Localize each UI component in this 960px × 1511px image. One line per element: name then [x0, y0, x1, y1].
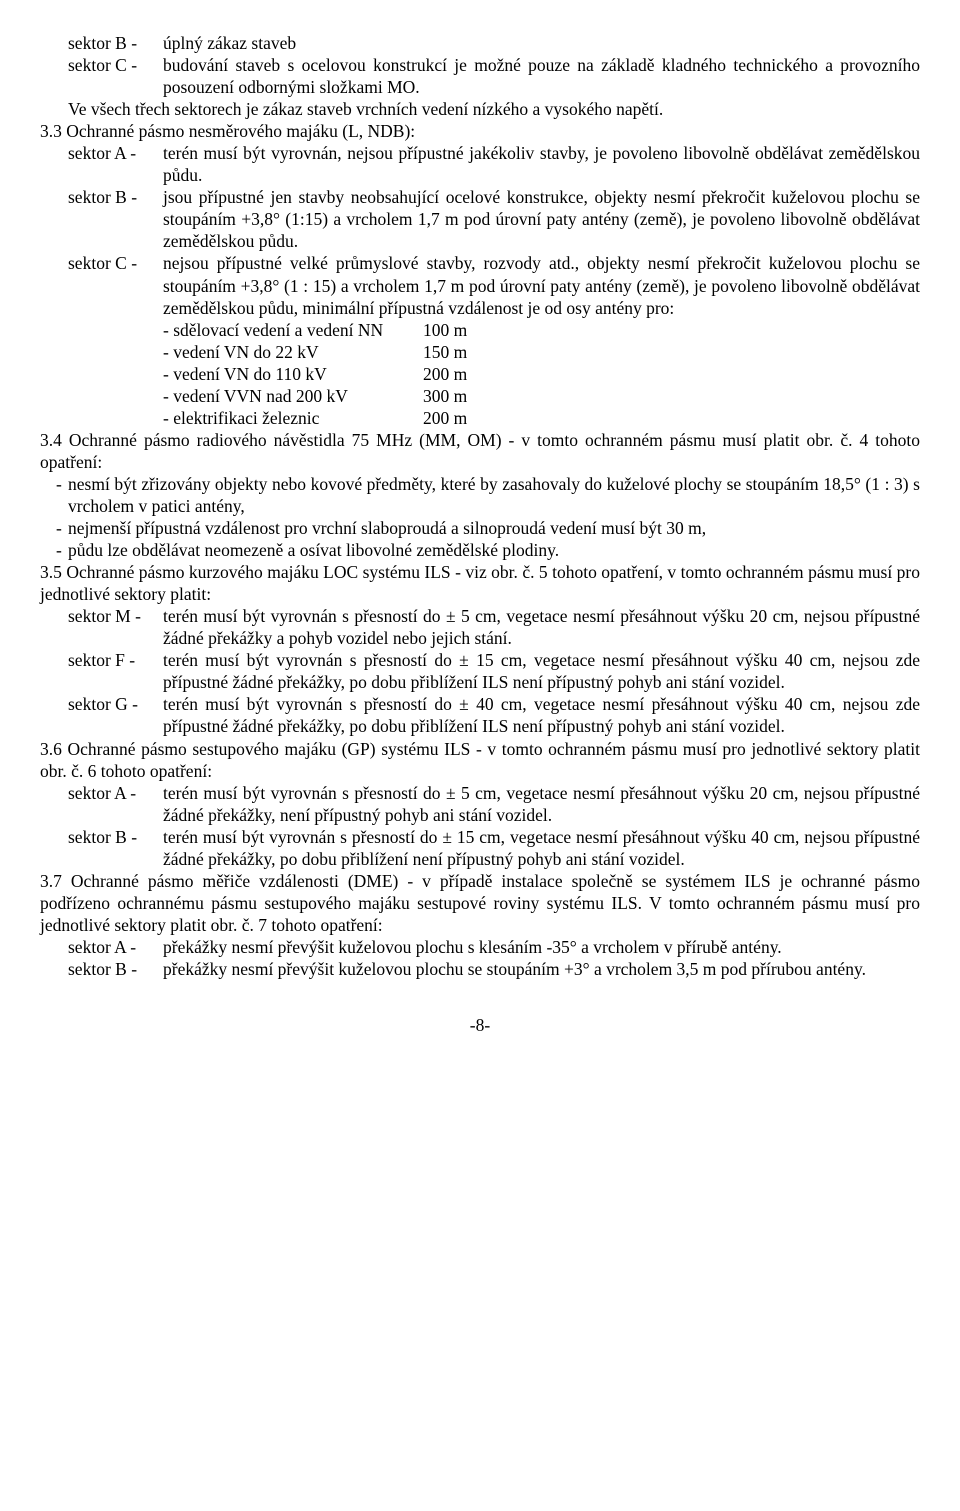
sector-body: terén musí být vyrovnán s přesností do ±…: [163, 649, 920, 693]
sector-b-top: sektor B - úplný zákaz staveb: [40, 32, 920, 54]
distance-item: - sdělovací vedení a vedení NN100 m: [163, 319, 920, 341]
distance-item: - elektrifikaci železnic200 m: [163, 407, 920, 429]
sector-label: sektor B -: [68, 186, 163, 252]
dash-icon: -: [56, 517, 68, 539]
sec-34-head: 3.4 Ochranné pásmo radiového návěstidla …: [40, 429, 920, 473]
sec-37-b: sektor B - překážky nesmí převýšit kužel…: [40, 958, 920, 980]
sector-body: budování staveb s ocelovou konstrukcí je…: [163, 54, 920, 98]
dash-icon: -: [56, 473, 68, 517]
distance-label: - elektrifikaci železnic: [163, 407, 423, 429]
sec-36-a: sektor A - terén musí být vyrovnán s pře…: [40, 782, 920, 826]
distance-label: - vedení VVN nad 200 kV: [163, 385, 423, 407]
sec-33-b: sektor B - jsou přípustné jen stavby neo…: [40, 186, 920, 252]
sec-36-head: 3.6 Ochranné pásmo sestupového majáku (G…: [40, 738, 920, 782]
sec-35-m: sektor M - terén musí být vyrovnán s pře…: [40, 605, 920, 649]
sec-33-a: sektor A - terén musí být vyrovnán, nejs…: [40, 142, 920, 186]
dash-icon: -: [56, 539, 68, 561]
distance-item: - vedení VVN nad 200 kV300 m: [163, 385, 920, 407]
sector-body: terén musí být vyrovnán, nejsou přípustn…: [163, 142, 920, 186]
sector-label: sektor M -: [68, 605, 163, 649]
sec-35-g: sektor G - terén musí být vyrovnán s pře…: [40, 693, 920, 737]
page-number: -8-: [40, 1014, 920, 1036]
distance-value: 150 m: [423, 341, 493, 363]
sector-label: sektor A -: [68, 936, 163, 958]
distance-item: - vedení VN do 110 kV200 m: [163, 363, 920, 385]
bullet-item: -půdu lze obdělávat neomezeně a osívat l…: [56, 539, 920, 561]
distance-value: 300 m: [423, 385, 493, 407]
distance-label: - sdělovací vedení a vedení NN: [163, 319, 423, 341]
sentence-ve-vsech: Ve všech třech sektorech je zákaz staveb…: [40, 98, 920, 120]
bullet-text: nejmenší přípustná vzdálenost pro vrchní…: [68, 517, 920, 539]
sector-label: sektor B -: [68, 826, 163, 870]
sector-label: sektor A -: [68, 782, 163, 826]
sector-text: nejsou přípustné velké průmyslové stavby…: [163, 253, 920, 317]
sector-label: sektor C -: [68, 54, 163, 98]
sec-37-a: sektor A - překážky nesmí převýšit kužel…: [40, 936, 920, 958]
sector-body: překážky nesmí převýšit kuželovou plochu…: [163, 936, 920, 958]
sector-label: sektor C -: [68, 252, 163, 428]
distance-label: - vedení VN do 22 kV: [163, 341, 423, 363]
sec-35-head: 3.5 Ochranné pásmo kurzového majáku LOC …: [40, 561, 920, 605]
bullet-item: -nesmí být zřizovány objekty nebo kovové…: [56, 473, 920, 517]
sec-34-list: -nesmí být zřizovány objekty nebo kovové…: [40, 473, 920, 561]
bullet-text: nesmí být zřizovány objekty nebo kovové …: [68, 473, 920, 517]
bullet-text: půdu lze obdělávat neomezeně a osívat li…: [68, 539, 920, 561]
sector-label: sektor A -: [68, 142, 163, 186]
distance-value: 100 m: [423, 319, 493, 341]
sector-label: sektor G -: [68, 693, 163, 737]
sector-body: terén musí být vyrovnán s přesností do ±…: [163, 693, 920, 737]
sector-body: nejsou přípustné velké průmyslové stavby…: [163, 252, 920, 428]
sec-33-head: 3.3 Ochranné pásmo nesměrového majáku (L…: [40, 120, 920, 142]
distance-value: 200 m: [423, 363, 493, 385]
distance-item: - vedení VN do 22 kV150 m: [163, 341, 920, 363]
sector-body: překážky nesmí převýšit kuželovou plochu…: [163, 958, 920, 980]
sector-body: terén musí být vyrovnán s přesností do ±…: [163, 826, 920, 870]
sector-body: terén musí být vyrovnán s přesností do ±…: [163, 605, 920, 649]
sector-body: úplný zákaz staveb: [163, 32, 920, 54]
sec-33-c: sektor C - nejsou přípustné velké průmys…: [40, 252, 920, 428]
distance-value: 200 m: [423, 407, 493, 429]
sector-label: sektor B -: [68, 958, 163, 980]
document-page: sektor B - úplný zákaz staveb sektor C -…: [0, 0, 960, 1076]
sec-36-b: sektor B - terén musí být vyrovnán s pře…: [40, 826, 920, 870]
sec-37-head: 3.7 Ochranné pásmo měřiče vzdálenosti (D…: [40, 870, 920, 936]
sec-35-f: sektor F - terén musí být vyrovnán s pře…: [40, 649, 920, 693]
sector-label: sektor F -: [68, 649, 163, 693]
distance-label: - vedení VN do 110 kV: [163, 363, 423, 385]
bullet-item: -nejmenší přípustná vzdálenost pro vrchn…: [56, 517, 920, 539]
sector-body: jsou přípustné jen stavby neobsahující o…: [163, 186, 920, 252]
sector-c-top: sektor C - budování staveb s ocelovou ko…: [40, 54, 920, 98]
sector-label: sektor B -: [68, 32, 163, 54]
sector-body: terén musí být vyrovnán s přesností do ±…: [163, 782, 920, 826]
